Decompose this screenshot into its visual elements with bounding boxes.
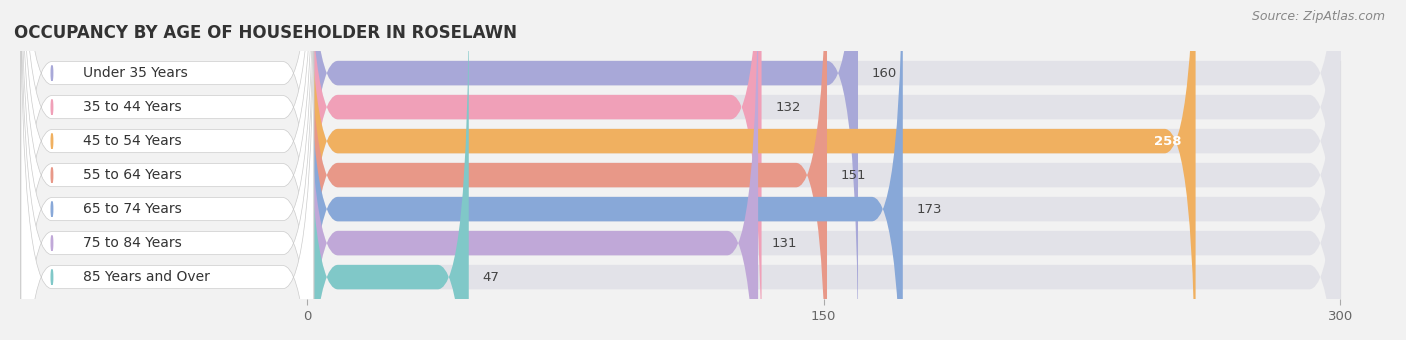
FancyBboxPatch shape: [21, 0, 314, 340]
FancyBboxPatch shape: [21, 0, 314, 340]
Text: 35 to 44 Years: 35 to 44 Years: [83, 100, 181, 114]
FancyBboxPatch shape: [307, 0, 1340, 340]
FancyBboxPatch shape: [307, 0, 858, 340]
Text: 258: 258: [1154, 135, 1182, 148]
Circle shape: [51, 100, 52, 115]
Circle shape: [51, 66, 52, 81]
Text: 151: 151: [841, 169, 866, 182]
FancyBboxPatch shape: [21, 0, 314, 340]
Text: 173: 173: [917, 203, 942, 216]
FancyBboxPatch shape: [307, 0, 1340, 340]
FancyBboxPatch shape: [307, 0, 1340, 340]
Circle shape: [51, 270, 52, 285]
FancyBboxPatch shape: [307, 0, 1195, 340]
Text: Source: ZipAtlas.com: Source: ZipAtlas.com: [1251, 10, 1385, 23]
Text: 160: 160: [872, 67, 897, 80]
Circle shape: [51, 134, 52, 149]
FancyBboxPatch shape: [21, 0, 314, 340]
FancyBboxPatch shape: [307, 0, 758, 340]
FancyBboxPatch shape: [307, 0, 1340, 340]
Text: 132: 132: [775, 101, 801, 114]
Text: 47: 47: [482, 271, 499, 284]
FancyBboxPatch shape: [307, 0, 1340, 340]
FancyBboxPatch shape: [21, 0, 314, 340]
FancyBboxPatch shape: [307, 0, 1340, 340]
FancyBboxPatch shape: [307, 0, 827, 340]
FancyBboxPatch shape: [307, 0, 762, 340]
Text: 85 Years and Over: 85 Years and Over: [83, 270, 209, 284]
Text: Under 35 Years: Under 35 Years: [83, 66, 188, 80]
Circle shape: [51, 236, 52, 251]
Text: OCCUPANCY BY AGE OF HOUSEHOLDER IN ROSELAWN: OCCUPANCY BY AGE OF HOUSEHOLDER IN ROSEL…: [14, 24, 517, 42]
FancyBboxPatch shape: [307, 0, 468, 340]
FancyBboxPatch shape: [21, 0, 314, 340]
Text: 65 to 74 Years: 65 to 74 Years: [83, 202, 181, 216]
Circle shape: [51, 202, 52, 217]
Text: 131: 131: [772, 237, 797, 250]
FancyBboxPatch shape: [307, 0, 1340, 340]
Circle shape: [51, 168, 52, 183]
Text: 75 to 84 Years: 75 to 84 Years: [83, 236, 181, 250]
FancyBboxPatch shape: [21, 0, 314, 340]
FancyBboxPatch shape: [307, 0, 903, 340]
Text: 55 to 64 Years: 55 to 64 Years: [83, 168, 181, 182]
Text: 45 to 54 Years: 45 to 54 Years: [83, 134, 181, 148]
